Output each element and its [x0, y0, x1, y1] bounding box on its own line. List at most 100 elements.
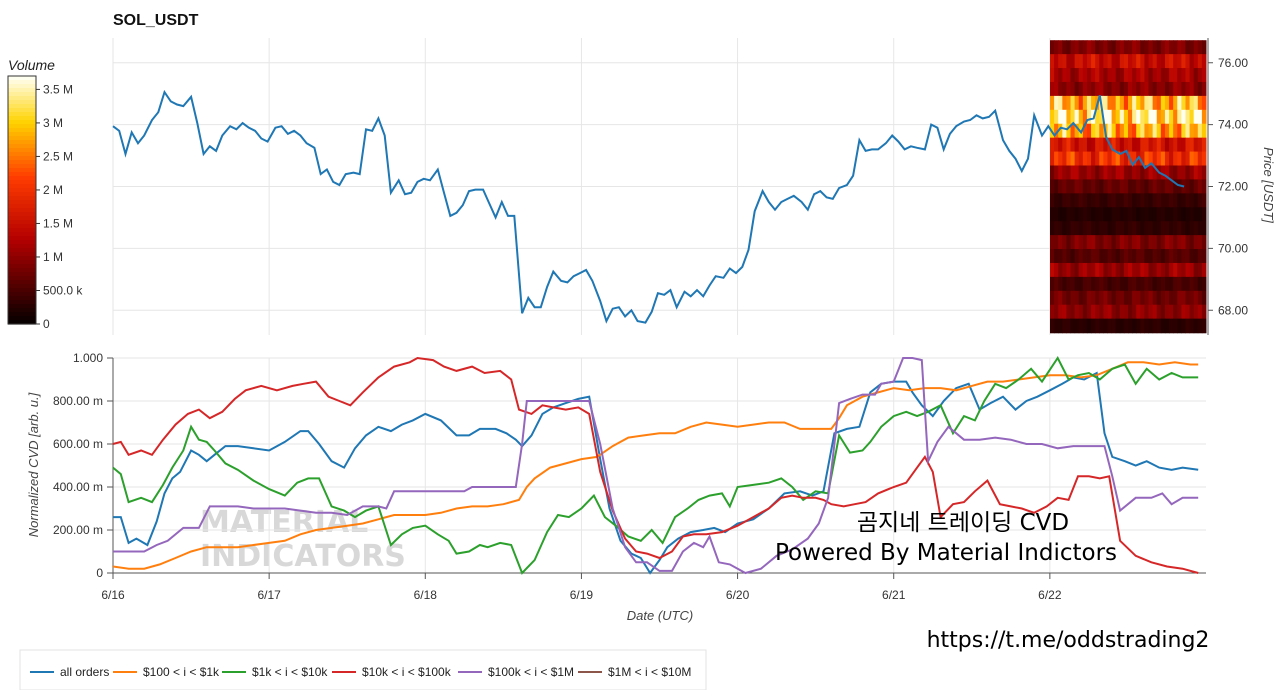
heatmap-cell: [1140, 249, 1145, 264]
heatmap-cell: [1050, 54, 1055, 69]
heatmap-cell: [1148, 137, 1154, 153]
heatmap-cell: [1062, 193, 1067, 208]
heatmap-cell: [1128, 262, 1133, 278]
heatmap-cell: [1128, 276, 1133, 292]
legend: all orders $100 < i < $1k $1k < i < $10k $1…: [19, 649, 707, 690]
heatmap-cell: [1173, 95, 1178, 111]
heatmap-cell: [1082, 179, 1088, 195]
heatmap-cell: [1054, 193, 1059, 208]
heatmap-cell: [1107, 95, 1113, 111]
heatmap-cell: [1193, 54, 1199, 69]
heatmap-cell: [1058, 68, 1063, 83]
heatmap-cell: [1177, 40, 1182, 55]
heatmap-cell: [1103, 318, 1108, 334]
colorbar-step: [8, 200, 36, 205]
legend-label[interactable]: $1k < i < $10k: [252, 665, 328, 679]
legend-label[interactable]: $1M < i < $10M: [608, 665, 691, 679]
heatmap-cell: [1103, 221, 1108, 236]
heatmap-cell: [1082, 262, 1088, 278]
heatmap-cell: [1177, 151, 1182, 167]
legend-label[interactable]: $10k < i < $100k: [362, 665, 452, 679]
legend-label[interactable]: $100 < i < $1k: [143, 665, 220, 679]
heatmap-cell: [1144, 137, 1150, 153]
heatmap-cell: [1082, 290, 1088, 306]
heatmap-cell: [1132, 318, 1137, 334]
heatmap-cell: [1173, 235, 1178, 250]
heatmap-cell: [1164, 207, 1170, 222]
colorbar-step: [8, 248, 36, 253]
heatmap-cell: [1070, 290, 1076, 306]
price-tick-label: 72.00: [1218, 180, 1248, 194]
heatmap-cell: [1078, 165, 1084, 181]
heatmap-cell: [1074, 207, 1080, 222]
heatmap-cell: [1132, 137, 1137, 153]
heatmap-cell: [1197, 207, 1203, 222]
heatmap-cell: [1062, 304, 1067, 320]
heatmap-cell: [1058, 165, 1063, 181]
heatmap-cell: [1074, 290, 1080, 306]
heatmap-cell: [1201, 40, 1207, 55]
heatmap-cell: [1123, 165, 1129, 181]
heatmap-cell: [1152, 151, 1158, 167]
heatmap-cell: [1050, 290, 1055, 306]
colorbar-step: [8, 184, 36, 189]
colorbar-step: [8, 288, 36, 293]
colorbar-step: [8, 300, 36, 305]
heatmap-cell: [1152, 249, 1158, 264]
heatmap-cell: [1054, 179, 1059, 195]
colorbar-tick-label: 1 M: [43, 250, 63, 264]
heatmap-cell: [1050, 249, 1055, 264]
heatmap-cell: [1197, 221, 1203, 236]
heatmap-cell: [1082, 276, 1088, 292]
heatmap-cell: [1050, 137, 1055, 153]
heatmap-cell: [1132, 290, 1137, 306]
heatmap-cell: [1091, 151, 1096, 167]
heatmap-cell: [1086, 262, 1092, 278]
x-tick-label: 6/21: [882, 588, 906, 602]
heatmap-cell: [1140, 318, 1145, 334]
heatmap-cell: [1185, 304, 1191, 320]
heatmap-cell: [1144, 68, 1150, 83]
heatmap-cell: [1123, 207, 1129, 222]
heatmap-cell: [1054, 81, 1059, 97]
heatmap-cell: [1054, 235, 1059, 250]
heatmap-cell: [1062, 137, 1067, 153]
heatmap-cell: [1058, 276, 1063, 292]
heatmap-cell: [1066, 81, 1072, 97]
heatmap-cell: [1164, 68, 1170, 83]
heatmap-cell: [1160, 40, 1166, 55]
heatmap-cell: [1099, 151, 1104, 167]
heatmap-cell: [1144, 318, 1150, 334]
heatmap-cell: [1074, 262, 1080, 278]
heatmap-cell: [1058, 207, 1063, 222]
heatmap-cell: [1054, 221, 1059, 236]
colorbar-step: [8, 316, 36, 321]
heatmap-cell: [1140, 262, 1145, 278]
heatmap-cell: [1078, 54, 1084, 69]
heatmap-cell: [1091, 95, 1096, 111]
legend-label[interactable]: $100k < i < $1M: [488, 665, 574, 679]
legend-label[interactable]: all orders: [60, 665, 109, 679]
heatmap-cell: [1058, 123, 1063, 139]
heatmap-cell: [1082, 68, 1088, 83]
heatmap-cell: [1119, 68, 1125, 83]
heatmap-cell: [1197, 262, 1203, 278]
telegram-link[interactable]: https://t.me/oddstrading2: [927, 628, 1210, 653]
heatmap-cell: [1099, 262, 1104, 278]
heatmap-cell: [1050, 262, 1055, 278]
heatmap-cell: [1095, 54, 1100, 69]
heatmap-cell: [1177, 179, 1182, 195]
colorbar-frame: [7, 75, 37, 325]
heatmap-cell: [1140, 276, 1145, 292]
colorbar-step: [8, 252, 36, 257]
heatmap-cell: [1078, 221, 1084, 236]
heatmap-cell: [1169, 137, 1174, 153]
heatmap-cell: [1066, 304, 1072, 320]
colorbar-step: [8, 192, 36, 197]
heatmap-cell: [1095, 137, 1100, 153]
heatmap-cell: [1119, 290, 1125, 306]
heatmap-cell: [1144, 40, 1150, 55]
heatmap-cell: [1086, 249, 1092, 264]
heatmap-cell: [1074, 165, 1080, 181]
heatmap-cell: [1173, 179, 1178, 195]
